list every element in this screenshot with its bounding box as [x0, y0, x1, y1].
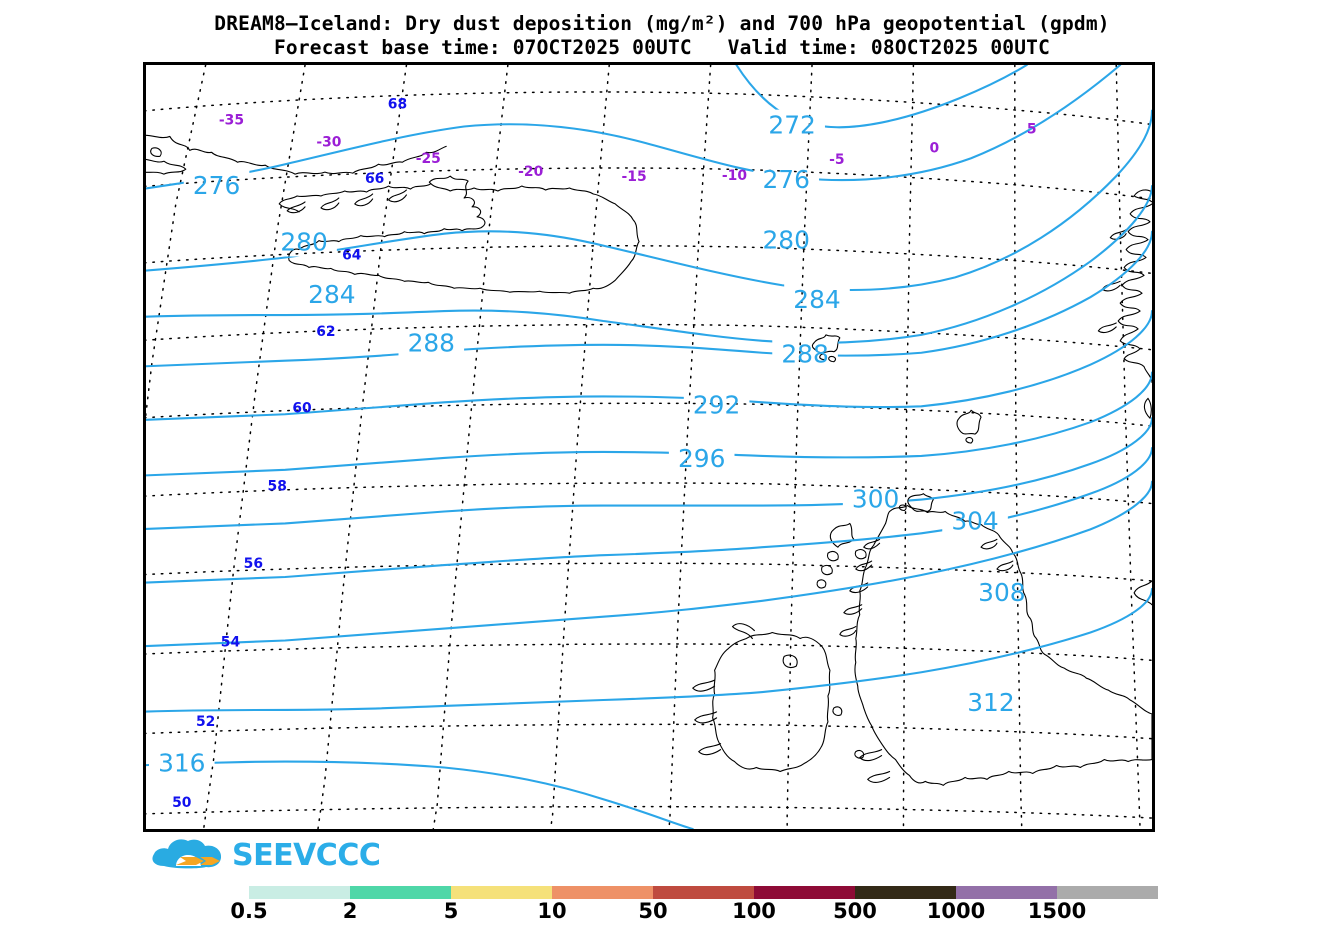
svg-text:54: 54 [221, 634, 241, 650]
page-subtitle: Forecast base time: 07OCT2025 00UTC Vali… [273, 36, 1051, 59]
svg-text:0: 0 [929, 140, 939, 156]
svg-text:276: 276 [193, 171, 240, 200]
colorbar [249, 886, 1158, 899]
svg-text:300: 300 [852, 485, 899, 514]
svg-text:64: 64 [342, 247, 362, 263]
svg-text:5: 5 [1027, 121, 1037, 137]
svg-text:288: 288 [781, 340, 828, 369]
colorbar-label-6: 500 [833, 899, 877, 923]
colorbar-band-3 [552, 886, 653, 899]
seevccc-logo [152, 839, 222, 869]
svg-text:276: 276 [762, 165, 809, 194]
arrow-icon [176, 857, 220, 865]
colorbar-label-1: 2 [342, 899, 358, 923]
colorbar-band-7 [956, 886, 1057, 899]
svg-text:60: 60 [292, 400, 311, 416]
svg-text:-20: -20 [518, 164, 543, 180]
latitude-labels: 68 66 64 62 60 58 56 54 52 50 [172, 97, 407, 811]
svg-text:288: 288 [408, 329, 455, 358]
title-block: DREAM8—Iceland: Dry dust deposition (mg/… [0, 12, 1324, 60]
longitude-labels: -35 -30 -25 -20 -15 -10 -5 0 5 [219, 113, 1037, 186]
colorbar-band-8 [1057, 886, 1158, 899]
map-frame: .coast{fill:none;stroke:#000;stroke-widt… [143, 62, 1155, 832]
svg-text:58: 58 [268, 479, 287, 495]
svg-text:68: 68 [388, 97, 407, 113]
colorbar-label-7: 1000 [926, 899, 986, 923]
svg-text:-30: -30 [316, 134, 341, 150]
colorbar-band-2 [451, 886, 552, 899]
colorbar-label-0: 0.5 [230, 899, 268, 923]
svg-text:56: 56 [244, 556, 263, 572]
svg-text:-35: -35 [219, 113, 244, 129]
svg-text:-15: -15 [622, 169, 647, 185]
colorbar-label-8: 1500 [1027, 899, 1087, 923]
colorbar-band-6 [855, 886, 956, 899]
colorbar-labels: 0.5 2 5 10 50 100 500 1000 1500 [230, 899, 1158, 925]
contour-map-svg: .coast{fill:none;stroke:#000;stroke-widt… [146, 65, 1152, 829]
svg-text:316: 316 [158, 748, 205, 777]
svg-text:296: 296 [678, 444, 725, 473]
meridian-lines [146, 65, 1141, 829]
svg-text:280: 280 [280, 228, 327, 257]
page-title: DREAM8—Iceland: Dry dust deposition (mg/… [214, 12, 1110, 35]
svg-text:292: 292 [693, 390, 740, 419]
colorbar-band-1 [350, 886, 451, 899]
colorbar-band-4 [653, 886, 754, 899]
svg-text:272: 272 [768, 110, 815, 139]
svg-text:312: 312 [967, 688, 1014, 717]
svg-text:-25: -25 [416, 151, 441, 167]
svg-text:62: 62 [316, 324, 335, 340]
svg-text:284: 284 [793, 285, 840, 314]
colorbar-label-3: 10 [537, 899, 567, 923]
svg-text:284: 284 [308, 280, 355, 309]
colorbar-label-2: 5 [443, 899, 459, 923]
colorbar-band-5 [754, 886, 855, 899]
contour-labels: 272 276 276 280 280 284 284 288 288 292 … [158, 110, 1026, 777]
svg-text:280: 280 [762, 226, 809, 255]
svg-text:308: 308 [978, 578, 1025, 607]
svg-text:-5: -5 [829, 152, 844, 168]
svg-text:66: 66 [365, 171, 384, 187]
parallel-lines [146, 91, 1152, 819]
svg-text:-10: -10 [722, 168, 747, 184]
colorbar-band-0 [249, 886, 350, 899]
svg-text:304: 304 [951, 506, 998, 535]
coastlines [146, 134, 1152, 786]
svg-text:50: 50 [172, 795, 191, 811]
geopotential-contours [146, 65, 1152, 829]
colorbar-label-4: 50 [638, 899, 668, 923]
colorbar-label-5: 100 [732, 899, 776, 923]
svg-text:52: 52 [196, 714, 215, 730]
logo-text: SEEVCCC [232, 838, 381, 873]
